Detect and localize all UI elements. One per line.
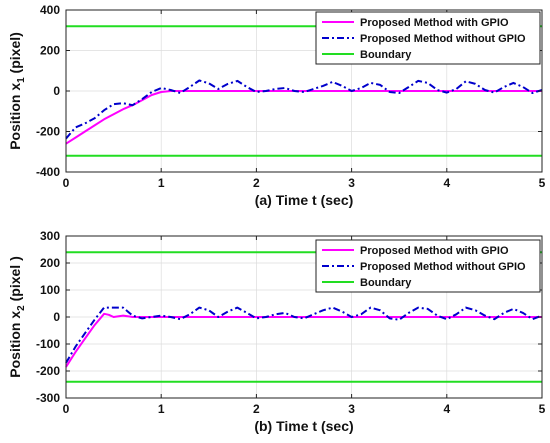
x-tick-label-a-0: 0 — [63, 176, 70, 190]
legend-label-a-2: Boundary — [360, 49, 412, 61]
series-line-a-1 — [65, 79, 543, 140]
legend-label-b-1: Proposed Method without GPIO — [360, 261, 526, 273]
legend-b: Proposed Method with GPIO Proposed Metho… — [315, 239, 541, 293]
y-axis-label-sub-b: 2 — [16, 305, 27, 311]
y-axis-label-b: Position x2 (pixel ) — [7, 256, 27, 377]
y-tick-label-b-0: -300 — [36, 391, 60, 405]
legend-entry-a-1: Proposed Method without GPIO — [322, 33, 526, 45]
y-tick-label-b-6: 300 — [40, 229, 60, 243]
y-tick-label-a-2: 0 — [53, 84, 60, 98]
y-axis-label-unit-b: (pixel ) — [7, 256, 23, 305]
y-axis-label-group-a: Position x1 (pixel) — [7, 32, 27, 150]
legend-a: Proposed Method with GPIO Proposed Metho… — [315, 11, 541, 65]
x-tick-label-b-0: 0 — [63, 402, 70, 416]
y-axis-label-main-a: Position x — [7, 83, 23, 150]
legend-entry-a-0: Proposed Method with GPIO — [322, 17, 509, 29]
legend-entry-a-2: Boundary — [322, 49, 412, 61]
x-axis-label-b: (b) Time t (sec) — [254, 418, 353, 434]
x-tick-label-a-2: 2 — [253, 176, 260, 190]
y-tick-label-b-1: -200 — [36, 364, 60, 378]
legend-entry-b-0: Proposed Method with GPIO — [322, 245, 509, 257]
x-tick-label-b-4: 4 — [443, 402, 450, 416]
x-tick-label-a-4: 4 — [443, 176, 450, 190]
y-axis-label-sub-a: 1 — [16, 77, 27, 83]
x-tick-label-a-5: 5 — [539, 176, 546, 190]
y-tick-label-a-4: 400 — [40, 3, 60, 17]
chart-panel-a: 0 1 2 3 4 5 -400 -200 0 200 400 (a) Time t (sec) P… — [7, 3, 546, 208]
legend-entry-b-2: Boundary — [322, 277, 412, 289]
series-line-b-1 — [65, 306, 543, 364]
y-tick-label-b-2: -100 — [36, 337, 60, 351]
y-tick-label-a-1: -200 — [36, 125, 60, 139]
y-tick-label-b-3: 0 — [53, 310, 60, 324]
legend-label-a-0: Proposed Method with GPIO — [360, 17, 509, 29]
x-tick-label-a-3: 3 — [348, 176, 355, 190]
y-axis-label-unit-a: (pixel) — [7, 32, 23, 77]
series-line-a-0 — [65, 90, 542, 145]
y-axis-label-a: Position x1 (pixel) — [7, 32, 27, 150]
legend-label-b-2: Boundary — [360, 277, 412, 289]
y-axis-label-group-b: Position x2 (pixel ) — [7, 256, 27, 377]
ticks-b: 0 1 2 3 4 5 -300 -200 -100 0 100 200 300 — [36, 229, 546, 416]
ticks-a: 0 1 2 3 4 5 -400 -200 0 200 400 — [36, 3, 546, 190]
x-axis-label-a: (a) Time t (sec) — [255, 192, 354, 208]
chart-panel-b: 0 1 2 3 4 5 -300 -200 -100 0 100 200 300 (b) Time t … — [7, 229, 546, 434]
legend-label-a-1: Proposed Method without GPIO — [360, 33, 526, 45]
x-tick-label-b-5: 5 — [539, 402, 546, 416]
y-axis-label-main-b: Position x — [7, 311, 23, 378]
x-tick-label-b-3: 3 — [348, 402, 355, 416]
x-tick-label-b-2: 2 — [253, 402, 260, 416]
y-tick-label-b-4: 100 — [40, 283, 60, 297]
legend-box-b — [315, 239, 541, 293]
y-tick-label-a-3: 200 — [40, 44, 60, 58]
x-tick-label-b-1: 1 — [158, 402, 165, 416]
x-tick-label-a-1: 1 — [158, 176, 165, 190]
legend-label-b-0: Proposed Method with GPIO — [360, 245, 509, 257]
y-tick-label-b-5: 200 — [40, 256, 60, 270]
series-line-b-0 — [65, 312, 542, 368]
y-tick-label-a-0: -400 — [36, 165, 60, 179]
legend-entry-b-1: Proposed Method without GPIO — [322, 261, 526, 273]
